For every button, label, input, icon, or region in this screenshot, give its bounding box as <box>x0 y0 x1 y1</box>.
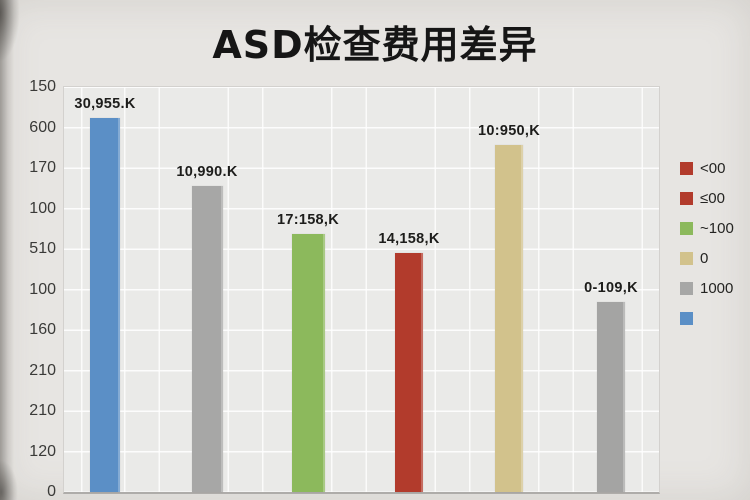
bar-6-value-label: 0-109,K <box>584 280 638 296</box>
y-tick-label: 0 <box>47 483 56 500</box>
legend-swatch-icon <box>680 252 693 265</box>
y-tick-label: 100 <box>29 280 56 298</box>
legend-item-5: 1000 <box>680 280 734 297</box>
y-tick-label: 210 <box>29 361 56 379</box>
legend-item-label: ≤00 <box>700 190 725 207</box>
plot-area: 30,955.K 10,990.K 17:158,K 14,158,K 10:950,K… <box>63 86 660 494</box>
bar-1 <box>90 118 120 492</box>
legend-swatch-icon <box>680 162 693 175</box>
y-tick-label: 510 <box>29 240 56 257</box>
bar-5 <box>495 145 523 492</box>
chart-title: ASD检查费用差异 <box>212 23 538 67</box>
legend-item-label: 0 <box>700 250 709 267</box>
y-tick-label: 100 <box>29 199 56 217</box>
y-tick-label: 120 <box>29 442 56 460</box>
legend-swatch-icon <box>680 282 693 295</box>
legend: <00 ≤00 ~100 0 1000 <box>680 160 734 325</box>
bar-2-value-label: 10,990.K <box>176 164 238 180</box>
legend-swatch-icon <box>680 312 693 325</box>
bar-6 <box>597 302 625 492</box>
legend-item-3: ~100 <box>680 220 734 237</box>
legend-swatch-icon <box>680 192 693 205</box>
y-tick-label: 150 <box>29 78 56 95</box>
y-tick-label: 160 <box>29 321 56 338</box>
y-tick-label: 600 <box>29 118 56 136</box>
y-tick-label: 170 <box>29 159 56 176</box>
bar-4 <box>395 253 423 492</box>
bar-2 <box>192 186 223 492</box>
legend-item-label: ~100 <box>700 220 734 237</box>
bar-3-value-label: 17:158,K <box>276 212 340 228</box>
legend-item-2: ≤00 <box>680 190 734 207</box>
bar-3 <box>292 234 325 492</box>
legend-item-label: 1000 <box>700 280 734 297</box>
bar-1-value-label: 30,955.K <box>74 96 136 112</box>
legend-item-4: 0 <box>680 250 734 267</box>
legend-item-1: <00 <box>680 160 734 177</box>
y-tick-label: 210 <box>29 402 56 419</box>
bar-5-value-label: 10:950,K <box>477 123 541 139</box>
bar-4-value-label: 14,158,K <box>378 231 440 247</box>
legend-swatch-icon <box>680 222 693 235</box>
legend-item-6 <box>680 312 734 325</box>
legend-item-label: <00 <box>700 160 726 177</box>
